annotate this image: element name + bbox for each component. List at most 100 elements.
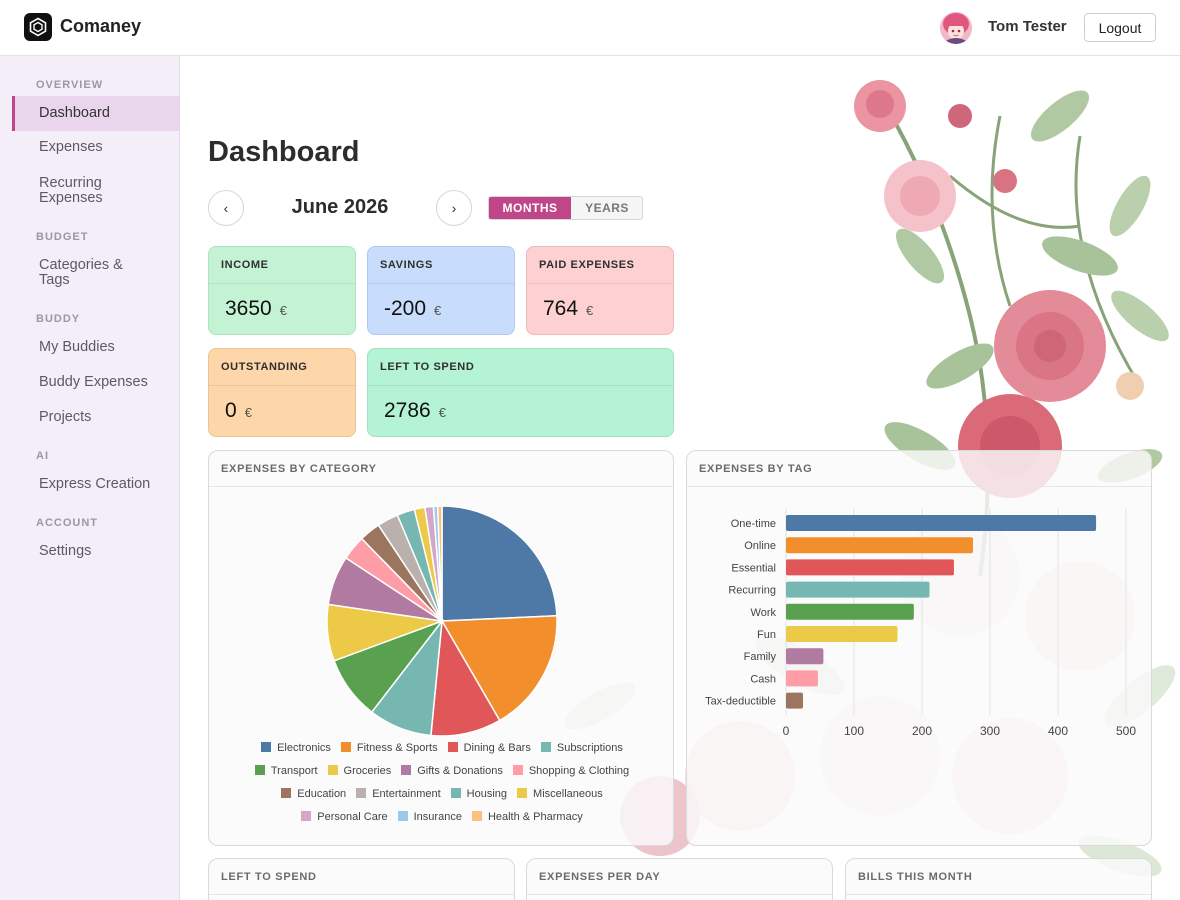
- x-tick-label: 500: [1116, 724, 1136, 738]
- page-title: Dashboard: [208, 136, 360, 168]
- legend-item[interactable]: Health & Pharmacy: [471, 811, 583, 823]
- legend-swatch: [517, 788, 528, 798]
- legend-item[interactable]: Insurance: [397, 811, 462, 823]
- sidebar-item-label: Recurring: [39, 175, 102, 191]
- app-name[interactable]: Comaney: [60, 16, 142, 36]
- card-divider: [527, 283, 673, 284]
- user-avatar[interactable]: [940, 12, 972, 44]
- left-to-spend-currency: €: [438, 405, 446, 420]
- logout-button[interactable]: Logout: [1084, 13, 1156, 42]
- sidebar-item-projects[interactable]: Projects: [39, 409, 92, 425]
- legend-item[interactable]: Dining & Bars: [447, 742, 531, 754]
- tag-bar-8[interactable]: [786, 692, 803, 709]
- legend-swatch: [327, 765, 338, 775]
- tag-bar-4[interactable]: [786, 603, 914, 620]
- chevron-right-icon[interactable]: ›: [436, 190, 472, 226]
- sidebar-item-settings[interactable]: Settings: [39, 543, 92, 559]
- chevron-left-icon[interactable]: ‹: [208, 190, 244, 226]
- savings-currency: €: [434, 303, 442, 318]
- expenses-by-category-card: EXPENSES BY CATEGORY Electronics Fitness …: [208, 450, 674, 846]
- y-tick-label: Recurring: [728, 585, 776, 597]
- sidebar-section-overview: OVERVIEW: [36, 79, 104, 91]
- sidebar-item-express-creation[interactable]: Express Creation: [39, 476, 151, 492]
- tag-bar-0[interactable]: [786, 515, 1097, 531]
- legend-label: Insurance: [413, 811, 462, 823]
- income-card: INCOME 3650 €: [208, 246, 356, 335]
- sidebar-item-dashboard[interactable]: Dashboard: [12, 96, 180, 131]
- toggle-months[interactable]: MONTHS: [489, 197, 571, 219]
- legend-label: Education: [297, 788, 347, 800]
- tag-bar-6[interactable]: [786, 648, 824, 665]
- legend-label: Transport: [270, 765, 318, 777]
- legend-item[interactable]: Housing: [450, 788, 508, 800]
- legend-item[interactable]: Electronics: [261, 742, 331, 754]
- legend-swatch: [397, 811, 408, 821]
- pie-slice-2[interactable]: [430, 618, 501, 737]
- income-label: INCOME: [221, 259, 269, 271]
- card-title: EXPENSES BY TAG: [699, 463, 813, 475]
- outstanding-value: 0 €: [225, 399, 252, 423]
- sidebar-item-my-buddies[interactable]: My Buddies: [39, 339, 115, 355]
- legend-item[interactable]: Transport: [254, 765, 318, 777]
- savings-label: SAVINGS: [380, 259, 433, 271]
- tag-bar-3[interactable]: [786, 581, 930, 598]
- legend-row: Education Entertainment Housing Miscellaneo…: [209, 788, 673, 800]
- legend-swatch: [261, 742, 272, 752]
- card-divider: [368, 283, 514, 284]
- tag-bar-7[interactable]: [786, 670, 818, 687]
- hexagon-logo-icon[interactable]: [24, 13, 52, 41]
- pie-slice-14[interactable]: [436, 505, 443, 622]
- left-to-spend-chart-card: LEFT TO SPEND: [208, 858, 515, 900]
- x-tick-label: 100: [844, 724, 864, 738]
- legend-item[interactable]: Education: [281, 788, 346, 800]
- legend-label: Housing: [466, 788, 508, 800]
- legend-item[interactable]: Groceries: [327, 765, 392, 777]
- savings-value: -200 €: [384, 297, 441, 321]
- pie-slice-0[interactable]: [441, 505, 558, 622]
- legend-item[interactable]: Miscellaneous: [517, 788, 603, 800]
- left-to-spend-label: LEFT TO SPEND: [380, 361, 475, 373]
- outstanding-card: OUTSTANDING 0 €: [208, 348, 356, 437]
- period-label: June 2026: [291, 196, 389, 218]
- legend-label: Groceries: [343, 765, 392, 777]
- tag-bar-1[interactable]: [786, 537, 973, 554]
- bills-this-month-card: BILLS THIS MONTH: [845, 858, 1152, 900]
- y-tick-label: Online: [744, 540, 776, 552]
- tag-bar-5[interactable]: [786, 626, 898, 642]
- paid-expenses-currency: €: [586, 303, 594, 318]
- income-currency: €: [279, 303, 287, 318]
- toggle-years[interactable]: YEARS: [585, 201, 629, 215]
- legend-swatch: [401, 765, 412, 775]
- card-title: EXPENSES BY CATEGORY: [221, 463, 377, 475]
- card-divider: [209, 894, 514, 895]
- legend-swatch: [356, 788, 367, 798]
- sidebar-item-buddy-expenses[interactable]: Buddy Expenses: [39, 374, 148, 390]
- legend-item[interactable]: Subscriptions: [540, 742, 623, 754]
- legend-swatch: [254, 765, 265, 775]
- card-divider: [209, 283, 355, 284]
- y-tick-label: Cash: [750, 673, 776, 685]
- sidebar-item-expenses[interactable]: Expenses: [39, 139, 103, 155]
- legend-swatch: [512, 765, 523, 775]
- sidebar-item-recurring-expenses[interactable]: Recurring Expenses: [12, 176, 180, 206]
- legend-item[interactable]: Gifts & Donations: [401, 765, 503, 777]
- legend-row: Transport Groceries Gifts & Donations Shopp…: [209, 765, 673, 777]
- legend-item[interactable]: Entertainment: [356, 788, 441, 800]
- legend-item[interactable]: Personal Care: [301, 811, 388, 823]
- legend-item[interactable]: Shopping & Clothing: [512, 765, 629, 777]
- card-divider: [209, 385, 355, 386]
- y-tick-label: Work: [751, 607, 777, 619]
- paid-expenses-amount: 764: [543, 297, 579, 320]
- tag-bar-chart: 0 100 200 300 400 500 One-time Online Essential R…: [705, 509, 1136, 738]
- left-to-spend-value: 2786 €: [384, 399, 446, 423]
- sidebar-item-categories-tags[interactable]: Categories & Tags: [12, 258, 180, 288]
- legend-label: Miscellaneous: [533, 788, 603, 800]
- sidebar-section-buddy: BUDDY: [36, 313, 81, 325]
- tag-bar-2[interactable]: [786, 559, 954, 576]
- legend-item[interactable]: Fitness & Sports: [340, 742, 438, 754]
- category-pie-chart: [326, 505, 558, 737]
- legend-row: Personal Care Insurance Health & Pharmacy: [209, 811, 673, 823]
- card-divider: [209, 486, 673, 487]
- pie-slice-1[interactable]: [440, 615, 558, 722]
- legend-label: Personal Care: [317, 811, 388, 823]
